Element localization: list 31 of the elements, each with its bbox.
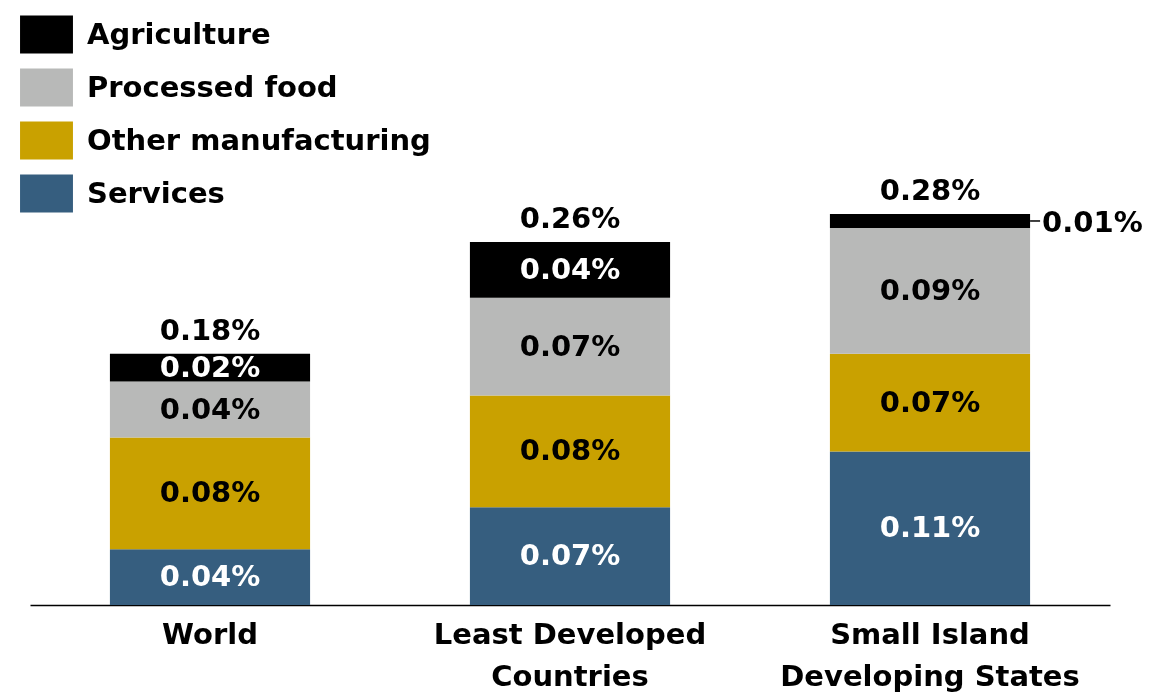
data-label: 0.01%	[1042, 204, 1143, 239]
x-tick-label: World	[162, 616, 258, 651]
data-label: 0.07%	[879, 384, 981, 419]
bar	[469, 297, 671, 396]
data-label: 0.09%	[879, 272, 981, 307]
x-tick-label: Small Island Developing States	[780, 616, 1080, 693]
data-label: 0.04%	[159, 559, 261, 594]
bar	[109, 437, 311, 550]
data-label: 0.11%	[879, 510, 981, 545]
legend-label: Processed food	[87, 69, 338, 104]
data-label: 0.04%	[159, 391, 261, 426]
total-label: 0.28%	[879, 173, 981, 207]
data-label: 0.07%	[519, 328, 621, 363]
x-tick-label: Least Developed Countries	[433, 616, 707, 693]
bar	[469, 241, 671, 298]
total-label: 0.18%	[159, 312, 261, 347]
data-label: 0.07%	[519, 538, 621, 573]
data-label: 0.08%	[519, 433, 621, 468]
bar	[829, 227, 1031, 354]
data-label: 0.04%	[519, 251, 621, 286]
bar	[469, 507, 671, 605]
bar	[469, 395, 671, 508]
data-label: 0.02%	[159, 349, 261, 384]
legend-label: Other manufacturing	[87, 122, 431, 157]
data-label: 0.08%	[159, 475, 261, 510]
bar	[109, 549, 311, 605]
bar	[829, 451, 1031, 605]
legend-label: Services	[87, 175, 225, 210]
bar	[829, 353, 1031, 452]
legend-label: Agriculture	[87, 16, 271, 51]
total-label: 0.26%	[519, 200, 621, 235]
